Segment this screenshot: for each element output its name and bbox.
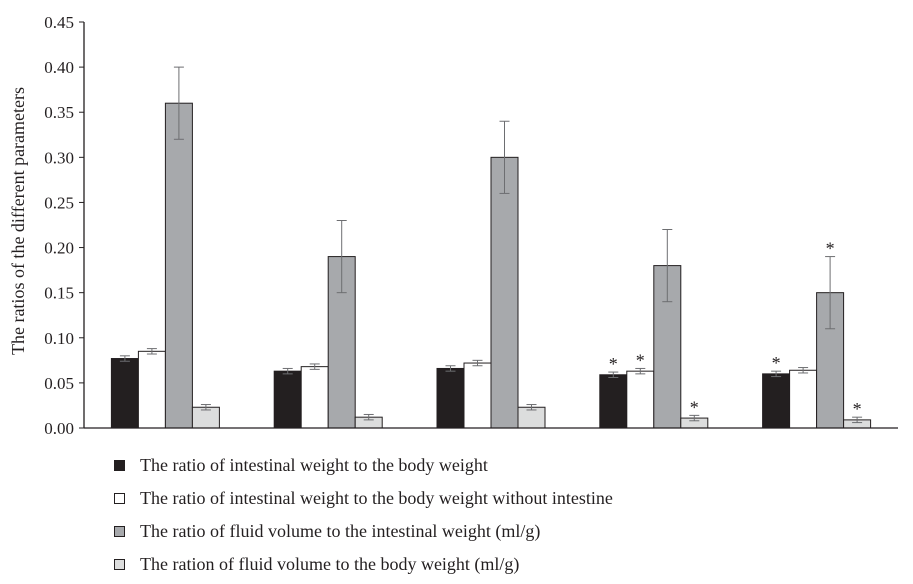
error-bar [146, 348, 157, 355]
legend-swatch [114, 559, 125, 570]
error-bar [173, 66, 184, 140]
bar-2 [300, 366, 329, 429]
legend-swatch [114, 460, 125, 471]
significance-marker: * [609, 354, 618, 374]
y-tick-label: 0.10 [44, 329, 74, 348]
error-bar [689, 414, 700, 422]
legend: The ratio of intestinal weight to the bo… [114, 449, 894, 581]
bar-chart: The ratios of the different parameters 0… [8, 13, 898, 440]
category-label: MS300 [626, 439, 682, 440]
legend-item: The ratio of fluid volume to the intesti… [114, 515, 894, 548]
category-labels: Vehicle LOP3 MS150 MS300 MS450 [137, 439, 845, 440]
legend-swatch [114, 493, 125, 504]
bar-3 [327, 256, 356, 429]
error-bar [825, 256, 836, 330]
bar-1 [110, 358, 139, 429]
significance-marker: * [636, 350, 645, 370]
error-bars [119, 66, 863, 424]
error-bar [445, 365, 456, 372]
bar-2 [789, 369, 818, 429]
bar-3 [490, 156, 519, 429]
bar-1 [436, 367, 465, 429]
bar-2 [626, 370, 655, 429]
significance-marker: * [690, 397, 699, 417]
error-bar [472, 359, 483, 367]
error-bar [852, 416, 863, 424]
y-tick-label: 0.30 [44, 148, 74, 167]
category-label: MS450 [789, 439, 845, 440]
error-bar [798, 367, 809, 374]
y-axis-label: The ratios of the different parameters [8, 87, 28, 355]
bar-2 [463, 362, 492, 429]
y-tick-label: 0.20 [44, 239, 74, 258]
bars [110, 102, 872, 429]
legend-item: The ration of fluid volume to the body w… [114, 548, 894, 581]
y-tick-label: 0.05 [44, 374, 74, 393]
category-label: LOP3 [305, 439, 350, 440]
y-tick-label: 0.00 [44, 419, 74, 438]
bar-1 [762, 373, 791, 429]
error-bar [635, 367, 646, 375]
bar-1 [599, 374, 628, 429]
legend-label: The ratio of fluid volume to the intesti… [140, 521, 541, 541]
y-tick-label: 0.25 [44, 193, 74, 212]
error-bar [119, 355, 130, 362]
legend-label: The ration of fluid volume to the body w… [140, 554, 520, 574]
significance-marker: * [826, 239, 835, 259]
error-bar [309, 363, 320, 370]
bar-1 [273, 370, 302, 429]
bar-2 [137, 350, 166, 429]
category-label: MS150 [463, 439, 519, 440]
y-axis-ticks: 0.00 0.05 0.10 0.15 0.20 0.25 0.30 0.35 0.40 0.45 [44, 13, 84, 438]
error-bar [608, 371, 619, 378]
error-bar [526, 404, 537, 411]
category-label: Vehicle [137, 439, 194, 440]
bar-3 [164, 102, 193, 429]
y-tick-label: 0.40 [44, 58, 74, 77]
significance-marker: * [772, 353, 781, 373]
y-tick-label: 0.45 [44, 13, 74, 32]
error-bar [363, 413, 374, 421]
significance-markers: * * * * * * [609, 239, 862, 420]
error-bar [771, 370, 782, 378]
legend-label: The ratio of intestinal weight to the bo… [140, 455, 488, 475]
legend-label: The ratio of intestinal weight to the bo… [140, 488, 613, 508]
error-bar [336, 219, 347, 294]
legend-swatch [114, 526, 125, 537]
y-tick-label: 0.15 [44, 284, 74, 303]
error-bar [499, 120, 510, 194]
error-bar [200, 404, 211, 411]
significance-marker: * [853, 399, 862, 419]
y-tick-label: 0.35 [44, 103, 74, 122]
legend-item: The ratio of intestinal weight to the bo… [114, 449, 894, 482]
legend-item: The ratio of intestinal weight to the bo… [114, 482, 894, 515]
error-bar [662, 229, 673, 303]
error-bar [282, 367, 293, 375]
